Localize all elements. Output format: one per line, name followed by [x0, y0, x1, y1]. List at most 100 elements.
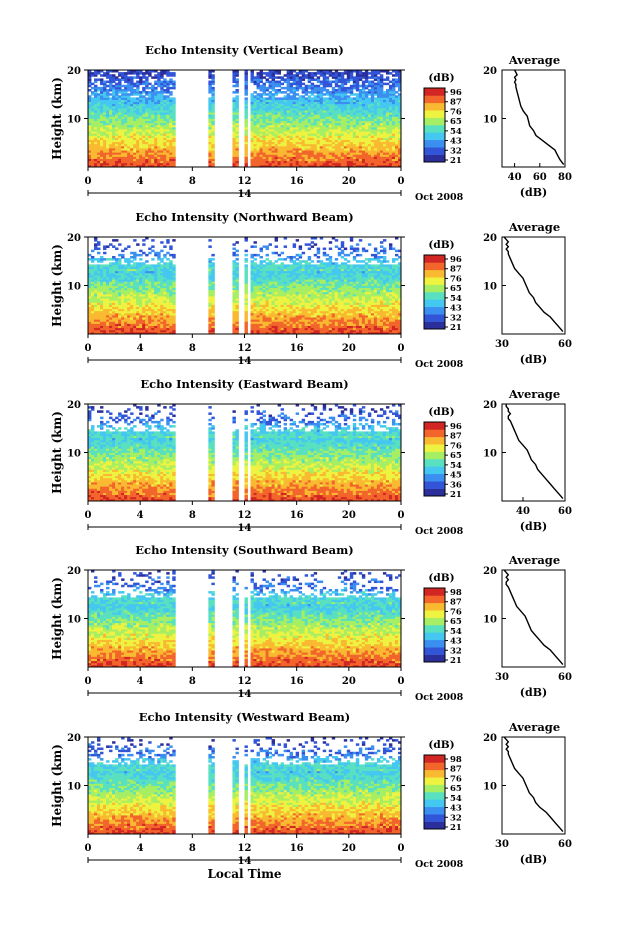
colorbar-swatch [424, 762, 445, 771]
colorbar-swatch [424, 321, 445, 330]
colorbar-swatch [424, 588, 445, 596]
profile-x-tick-label: 30 [495, 672, 509, 683]
profile-y-tick-label: 10 [483, 282, 497, 293]
day-label: 14 [238, 856, 252, 867]
profile-y-tick-label: 10 [483, 115, 497, 126]
colorbar-swatch [424, 292, 445, 300]
colorbar-tick-label: 87 [450, 265, 462, 275]
y-tick-label: 20 [67, 233, 81, 244]
profile-x-tick-label: 60 [533, 172, 547, 183]
colorbar-tick-label: 32 [450, 813, 462, 823]
chart-panel-4: Echo Intensity (Westward Beam) 20 10Height… [50, 710, 572, 881]
x-tick-label: 4 [137, 676, 144, 687]
colorbar-tick-label: 96 [450, 255, 462, 265]
profile-frame [501, 236, 566, 335]
colorbar-frame [423, 254, 446, 330]
colorbar-unit: (dB) [428, 572, 454, 584]
x-tick-label: 0 [398, 343, 405, 354]
heatmap-cells [88, 404, 402, 502]
colorbar-tick-label: 21 [450, 156, 462, 166]
colorbar-swatch [424, 769, 445, 778]
chart-title: Echo Intensity (Southward Beam) [135, 543, 353, 557]
profile-line [503, 236, 564, 333]
x-tick-label: 0 [398, 510, 405, 521]
profile-line [503, 736, 564, 833]
chart-panel-0: Echo Intensity (Vertical Beam)2010Height… [50, 43, 572, 203]
colorbar-frame [423, 587, 446, 663]
x-tick-label: 4 [137, 843, 144, 854]
profile-y-tick-label: 20 [483, 66, 497, 77]
x-tick-label: 20 [342, 676, 356, 687]
y-tick-label: 20 [67, 566, 81, 577]
y-tick-label: 20 [67, 400, 81, 411]
y-axis-label: Height (km) [50, 77, 64, 160]
y-tick-label: 20 [67, 66, 81, 77]
day-label: 14 [238, 189, 252, 200]
colorbar-swatch [424, 139, 445, 148]
colorbar-swatch [424, 459, 445, 467]
profile-title: Average [508, 387, 560, 401]
x-tick-label: 16 [290, 510, 304, 521]
profile-frame [501, 403, 566, 502]
colorbar-tick-label: 54 [450, 294, 462, 304]
colorbar-tick-label: 65 [450, 117, 462, 127]
colorbar-tick-label: 45 [450, 471, 462, 481]
profile-line [513, 69, 565, 166]
x-tick-label: 16 [290, 676, 304, 687]
colorbar-swatch [424, 125, 445, 133]
colorbar-swatch [424, 595, 445, 604]
colorbar-tick-label: 65 [450, 284, 462, 294]
colorbar-swatch [424, 625, 445, 633]
profile-x-label: (dB) [520, 853, 547, 866]
x-tick-label: 12 [238, 176, 252, 187]
date-label: Oct 2008 [415, 526, 464, 537]
profile-y-tick-label: 10 [483, 449, 497, 460]
x-tick-label: 12 [238, 343, 252, 354]
colorbar-tick-label: 76 [450, 107, 462, 117]
x-tick-label: 4 [137, 343, 144, 354]
colorbar-tick-label: 96 [450, 88, 462, 98]
colorbar-tick-label: 87 [450, 432, 462, 442]
colorbar-tick-label: 43 [450, 804, 462, 814]
colorbar-swatch [424, 306, 445, 315]
colorbar-swatch [424, 255, 445, 263]
colorbar-tick-label: 65 [450, 784, 462, 794]
colorbar-tick-label: 54 [450, 461, 462, 471]
day-label: 14 [238, 523, 252, 534]
colorbar-tick-label: 43 [450, 637, 462, 647]
x-tick-label: 12 [238, 676, 252, 687]
colorbar-tick-label: 76 [450, 774, 462, 784]
x-axis-label: Local Time [207, 867, 281, 881]
colorbar-swatch [424, 262, 445, 271]
x-tick-label: 8 [189, 510, 196, 521]
average-profile: Average 20 10 30 60 (dB) [483, 553, 572, 699]
x-tick-label: 20 [342, 843, 356, 854]
y-tick-label: 10 [67, 782, 81, 793]
average-profile: Average 20 10 30 60 (dB) [483, 220, 572, 366]
colorbar-tick-label: 54 [450, 127, 462, 137]
chart-title: Echo Intensity (Eastward Beam) [140, 377, 348, 391]
colorbar-tick-label: 32 [450, 146, 462, 156]
average-profile: Average 20 10 30 60 (dB) [483, 720, 572, 866]
x-tick-label: 12 [238, 843, 252, 854]
profile-y-tick-label: 10 [483, 615, 497, 626]
profile-title: Average [508, 53, 560, 67]
colorbar-swatch [424, 269, 445, 278]
chart-title: Echo Intensity (Westward Beam) [139, 710, 350, 724]
chart-panel-3: Echo Intensity (Southward Beam)2010Heigh… [50, 543, 572, 703]
y-axis-label: Height (km) [50, 744, 64, 827]
x-tick-label: 0 [85, 510, 92, 521]
profile-x-tick-label: 60 [558, 672, 572, 683]
colorbar-swatch [424, 488, 445, 497]
colorbar-tick-label: 21 [450, 656, 462, 666]
x-tick-label: 0 [85, 343, 92, 354]
y-tick-label: 10 [67, 282, 81, 293]
x-tick-label: 20 [342, 343, 356, 354]
profile-y-tick-label: 20 [483, 400, 497, 411]
colorbar-swatch [424, 95, 445, 104]
heatmap-cells [88, 570, 402, 668]
colorbar-swatch [424, 466, 445, 475]
